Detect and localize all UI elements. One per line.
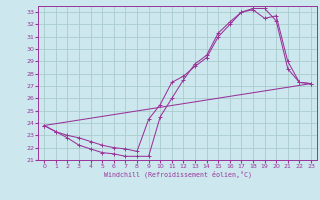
X-axis label: Windchill (Refroidissement éolien,°C): Windchill (Refroidissement éolien,°C) bbox=[104, 171, 252, 178]
